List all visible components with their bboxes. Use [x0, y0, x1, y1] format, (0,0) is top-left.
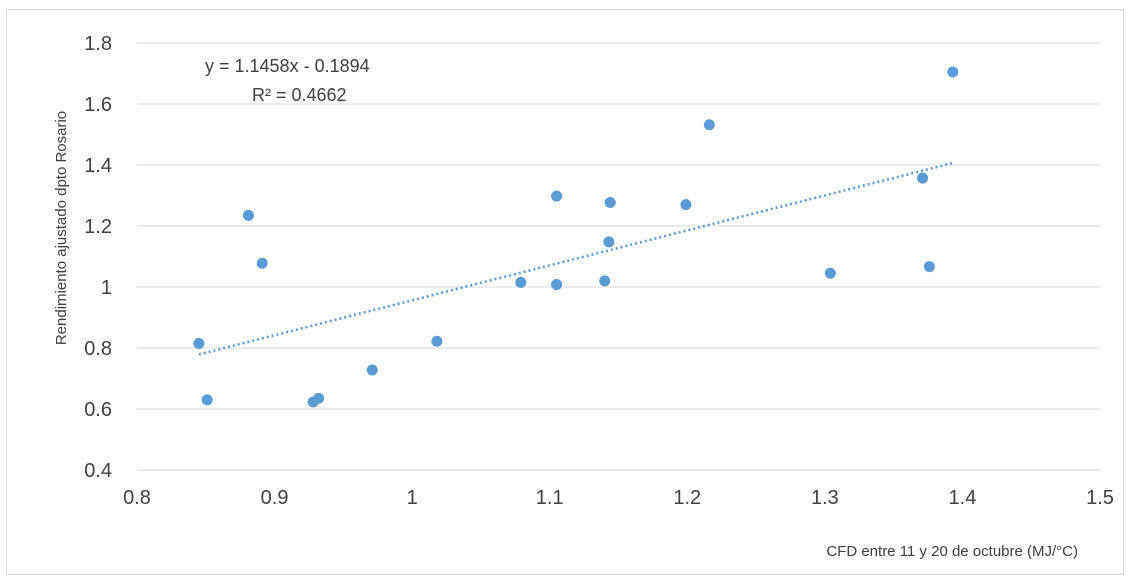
- data-point: [603, 236, 615, 248]
- x-tick-label: 1.1: [536, 487, 564, 509]
- trendline-layer: [198, 161, 954, 356]
- x-axis-title: CFD entre 11 y 20 de octubre (MJ/°C): [826, 543, 1078, 560]
- x-tick-label: 1: [407, 487, 418, 509]
- data-point: [923, 261, 935, 273]
- gridlines: [137, 42, 1100, 471]
- data-point: [680, 199, 692, 211]
- data-point: [366, 364, 378, 376]
- x-tick-label: 0.8: [123, 487, 151, 509]
- x-tick-label: 1.3: [811, 487, 839, 509]
- y-tick-label: 1.2: [84, 216, 112, 238]
- x-tick-label: 0.9: [261, 487, 289, 509]
- data-point: [824, 267, 836, 279]
- y-tick-label: 0.8: [84, 338, 112, 360]
- x-tick-labels: 0.8 0.9 1 1.1 1.2 1.3 1.4 1.5: [123, 487, 1114, 509]
- data-point: [242, 209, 254, 221]
- y-tick-label: 1.4: [84, 155, 112, 177]
- y-tick-labels: 0.4 0.6 0.8 1 1.2 1.4 1.6 1.8: [84, 33, 112, 482]
- data-point: [551, 279, 563, 291]
- y-tick-label: 0.4: [84, 460, 112, 482]
- data-point: [604, 197, 616, 209]
- data-point: [256, 257, 268, 269]
- data-point: [551, 190, 563, 202]
- data-point: [947, 66, 959, 78]
- trendline: [198, 161, 954, 356]
- x-tick-label: 1.4: [949, 487, 977, 509]
- x-tick-label: 1.2: [673, 487, 701, 509]
- data-point: [917, 172, 929, 184]
- data-point: [201, 394, 213, 406]
- y-axis-title: Rendimiento ajustado dpto Rosario: [53, 111, 70, 345]
- trendline-equation: y = 1.1458x - 0.1894: [205, 56, 370, 76]
- y-tick-label: 1.6: [84, 94, 112, 116]
- y-tick-label: 0.6: [84, 399, 112, 421]
- data-point: [431, 335, 443, 347]
- x-tick-label: 1.5: [1086, 487, 1114, 509]
- y-tick-label: 1: [101, 277, 112, 299]
- trendline-r-squared: R² = 0.4662: [252, 85, 347, 105]
- data-points: [193, 66, 959, 408]
- chart-frame: [6, 9, 1124, 575]
- data-point: [703, 119, 715, 131]
- data-point: [599, 275, 611, 287]
- data-point: [193, 337, 205, 349]
- y-tick-label: 1.8: [84, 33, 112, 55]
- data-point: [313, 392, 325, 404]
- data-point: [515, 276, 527, 288]
